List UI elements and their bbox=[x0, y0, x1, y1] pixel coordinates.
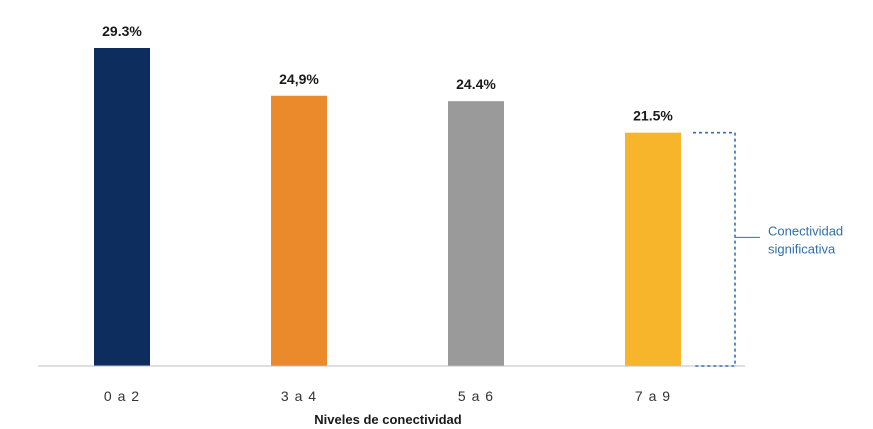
x-tick-5-a-6: 5 a 6 bbox=[458, 388, 494, 404]
x-tick-labels-group: 0 a 2 3 a 4 5 a 6 7 a 9 bbox=[104, 388, 671, 404]
annotation-label-line-1: Conectividad bbox=[768, 223, 843, 238]
bar-0-a-2 bbox=[94, 48, 150, 366]
x-tick-7-a-9: 7 a 9 bbox=[635, 388, 671, 404]
bars-group bbox=[94, 48, 681, 367]
value-label-3-a-4: 24,9% bbox=[279, 71, 319, 87]
bar-5-a-6 bbox=[448, 101, 504, 367]
value-labels-group: 29.3% 24,9% 24.4% 21.5% bbox=[102, 23, 673, 124]
bar-7-a-9 bbox=[625, 132, 681, 366]
x-tick-0-a-2: 0 a 2 bbox=[104, 388, 140, 404]
value-label-5-a-6: 24.4% bbox=[456, 76, 496, 92]
annotation-label-line-2: significativa bbox=[768, 241, 836, 256]
value-label-0-a-2: 29.3% bbox=[102, 23, 142, 39]
x-axis-title: Niveles de conectividad bbox=[314, 412, 461, 427]
bar-3-a-4 bbox=[271, 95, 327, 366]
value-label-7-a-9: 21.5% bbox=[633, 108, 673, 124]
annotation-bracket bbox=[693, 131, 736, 367]
x-tick-3-a-4: 3 a 4 bbox=[281, 388, 317, 404]
annotation-group: Conectividad significativa bbox=[693, 131, 843, 367]
